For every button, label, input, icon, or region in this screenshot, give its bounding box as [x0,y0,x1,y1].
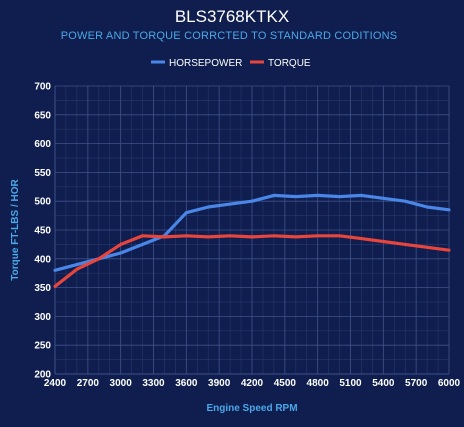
x-tick-label: 5700 [405,378,428,389]
x-tick-label: 3000 [110,378,133,389]
y-tick-label: 550 [34,168,51,179]
chart-title: BLS3768KTKX [175,7,289,26]
y-tick-label: 300 [34,312,51,323]
series-lines [53,193,451,288]
x-tick-label: 4200 [241,378,264,389]
y-tick-label: 600 [34,139,51,150]
x-tick-label: 4800 [307,378,330,389]
y-tick-label: 200 [34,370,51,381]
x-tick-label: 2700 [77,378,100,389]
chart-subtitle: POWER AND TORQUE CORRCTED TO STANDARD CO… [61,30,398,42]
y-axis-label: Torque FT-LBS / HOR [10,178,21,280]
y-axis-ticks: 200 250 300 350 400 450 500 550 600 650 700 [34,82,51,381]
x-tick-label: 3600 [175,378,198,389]
series-line-torque [53,234,451,288]
legend: HORSEPOWER TORQUE [151,58,311,69]
x-tick-label: 3300 [142,378,165,389]
y-tick-label: 700 [34,82,51,93]
y-tick-label: 350 [34,283,51,294]
legend-torque-label: TORQUE [268,58,311,69]
x-tick-label: 6000 [438,378,461,389]
series-line-horsepower [53,193,451,272]
y-tick-label: 500 [34,197,51,208]
y-tick-label: 400 [34,254,51,265]
y-tick-label: 250 [34,341,51,352]
x-axis-label: Engine Speed RPM [206,403,297,414]
legend-horsepower-label: HORSEPOWER [169,58,242,69]
x-tick-label: 5400 [372,378,395,389]
y-tick-label: 650 [34,110,51,121]
grid [54,85,450,375]
x-tick-label: 5100 [339,378,362,389]
x-axis-ticks: 2400 2700 3000 3300 3600 3900 4200 4500 4800 5100… [44,378,461,389]
x-tick-label: 4500 [274,378,297,389]
y-tick-label: 450 [34,226,51,237]
x-tick-label: 3900 [208,378,231,389]
x-tick-label: 2400 [44,378,67,389]
